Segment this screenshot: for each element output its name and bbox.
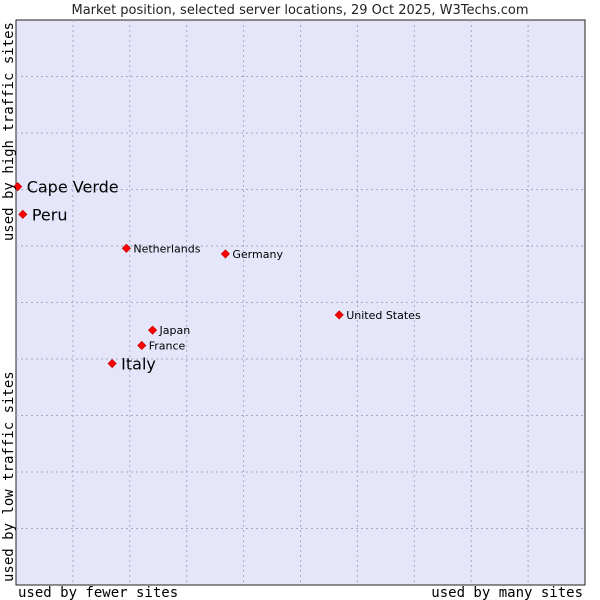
point-marker-netherlands bbox=[121, 243, 131, 253]
point-marker-italy bbox=[107, 358, 117, 369]
point-label-cape-verde: Cape Verde bbox=[27, 178, 119, 197]
point-marker-united-states bbox=[334, 310, 344, 320]
x-axis-label-left: used by fewer sites bbox=[18, 585, 178, 600]
point-marker-japan bbox=[147, 325, 158, 335]
chart-title: Market position, selected server locatio… bbox=[71, 3, 528, 18]
point-label-italy: Italy bbox=[121, 355, 156, 374]
point-label-united-states: United States bbox=[346, 309, 421, 322]
grid-lines bbox=[16, 20, 585, 585]
point-label-netherlands: Netherlands bbox=[133, 242, 200, 255]
y-axis-label-top: used by high traffic sites bbox=[1, 22, 17, 241]
point-label-japan: Japan bbox=[159, 324, 191, 337]
point-marker-france bbox=[137, 340, 147, 351]
point-marker-peru bbox=[18, 209, 28, 219]
point-marker-cape-verde bbox=[13, 182, 23, 192]
x-axis-label-right: used by many sites bbox=[431, 585, 583, 600]
data-points: Cape Verde Peru Netherlands Germany United S… bbox=[13, 178, 421, 374]
point-label-france: France bbox=[149, 339, 186, 352]
y-axis-label-bottom: used by low traffic sites bbox=[1, 371, 17, 582]
point-label-germany: Germany bbox=[232, 248, 283, 261]
point-label-peru: Peru bbox=[32, 205, 68, 224]
point-marker-germany bbox=[220, 249, 230, 259]
